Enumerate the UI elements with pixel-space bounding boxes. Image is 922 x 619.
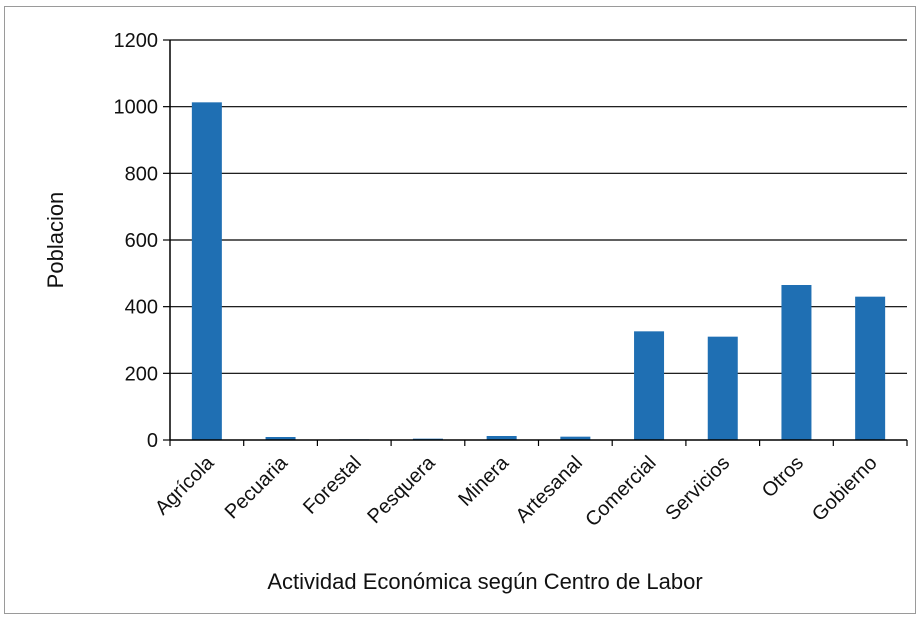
y-tick-label: 200 — [125, 363, 158, 385]
y-axis-title: Poblacion — [43, 192, 68, 289]
x-tick-label: Servicios — [661, 452, 734, 525]
y-tick-label: 400 — [125, 297, 158, 319]
y-tick-label: 1200 — [114, 30, 159, 52]
bar-agricola — [191, 102, 222, 440]
bar-otros — [781, 285, 812, 440]
y-tick-labels: 0 200 400 600 800 1000 1200 — [114, 30, 159, 452]
bar-minera — [486, 436, 517, 440]
x-tick-label: Pesquera — [363, 451, 440, 528]
x-axis-title: Actividad Económica según Centro de Labo… — [267, 569, 702, 594]
x-tick-label: Comercial — [581, 452, 660, 531]
x-tick-label: Pecuaria — [221, 451, 293, 523]
bar-comercial — [634, 331, 665, 440]
y-tick-label: 800 — [125, 163, 158, 185]
x-tick-label: Gobierno — [808, 452, 882, 526]
gridlines — [163, 39, 908, 446]
bars — [191, 102, 886, 441]
bar-servicios — [707, 336, 738, 440]
y-tick-label: 1000 — [114, 97, 159, 119]
x-tick-label: Agrícola — [151, 451, 219, 519]
x-tick-label: Minera — [454, 451, 513, 510]
chart-frame: 0 200 400 600 800 1000 1200 Agrícola Pecuaria Fo… — [4, 6, 916, 614]
y-tick-label: 0 — [147, 430, 158, 452]
x-tick-label: Otros — [758, 452, 808, 502]
bar-gobierno — [855, 296, 886, 440]
x-tick-label: Forestal — [299, 452, 366, 519]
bar-pecuaria — [265, 437, 296, 440]
bar-chart: 0 200 400 600 800 1000 1200 Agrícola Pecuaria Fo… — [43, 30, 908, 594]
bar-artesanal — [560, 436, 591, 440]
x-tick-label: Artesanal — [512, 452, 587, 527]
y-tick-label: 600 — [125, 230, 158, 252]
